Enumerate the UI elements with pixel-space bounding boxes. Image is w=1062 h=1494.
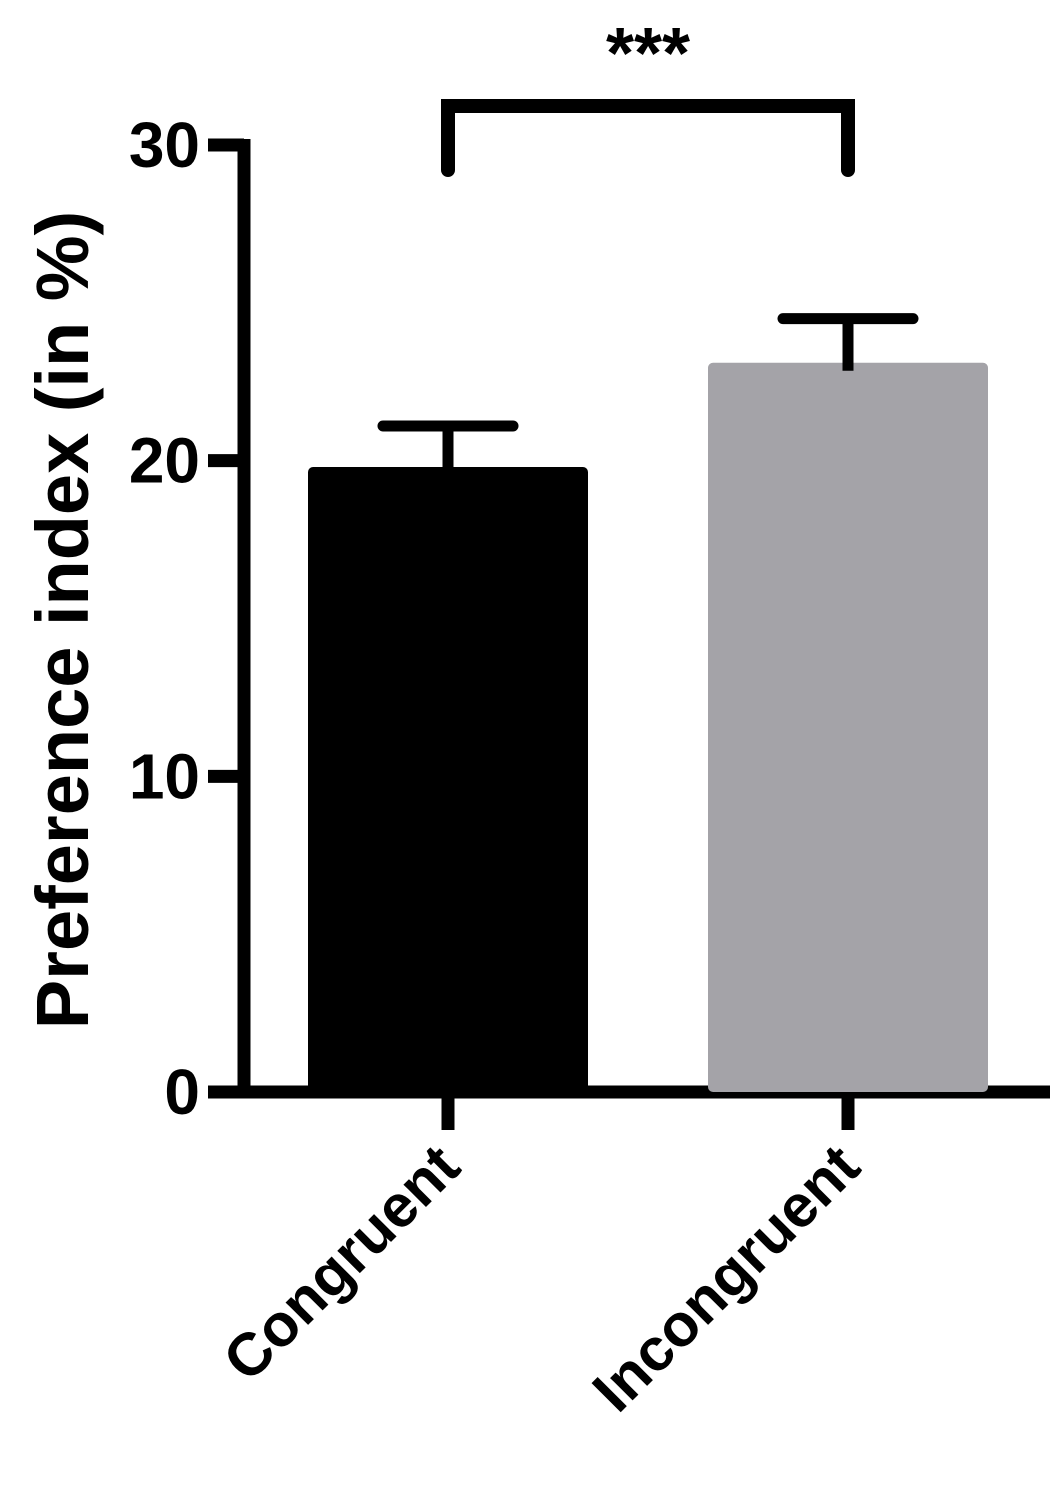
- bar-incongruent: [708, 362, 988, 1092]
- y-tick-label: 30: [129, 109, 200, 181]
- bar-congruent: [308, 466, 588, 1093]
- y-tick-label: 10: [129, 740, 200, 812]
- bars: [308, 362, 988, 1093]
- y-axis: 0 10 20 30: [129, 109, 251, 1128]
- x-tick-label-incongruent: Incongruent: [580, 1132, 873, 1425]
- significance-bracket-line: [441, 99, 855, 177]
- x-axis: Congruent Incongruent: [210, 1085, 1050, 1425]
- significance-label: ***: [606, 14, 690, 94]
- significance-bracket: ***: [441, 14, 855, 177]
- error-bars: [377, 313, 919, 475]
- x-tick-label-congruent: Congruent: [210, 1132, 472, 1394]
- y-tick-label: 20: [129, 425, 200, 497]
- y-tick-label: 0: [164, 1056, 200, 1128]
- y-axis-label: Preference index (in %): [21, 211, 104, 1029]
